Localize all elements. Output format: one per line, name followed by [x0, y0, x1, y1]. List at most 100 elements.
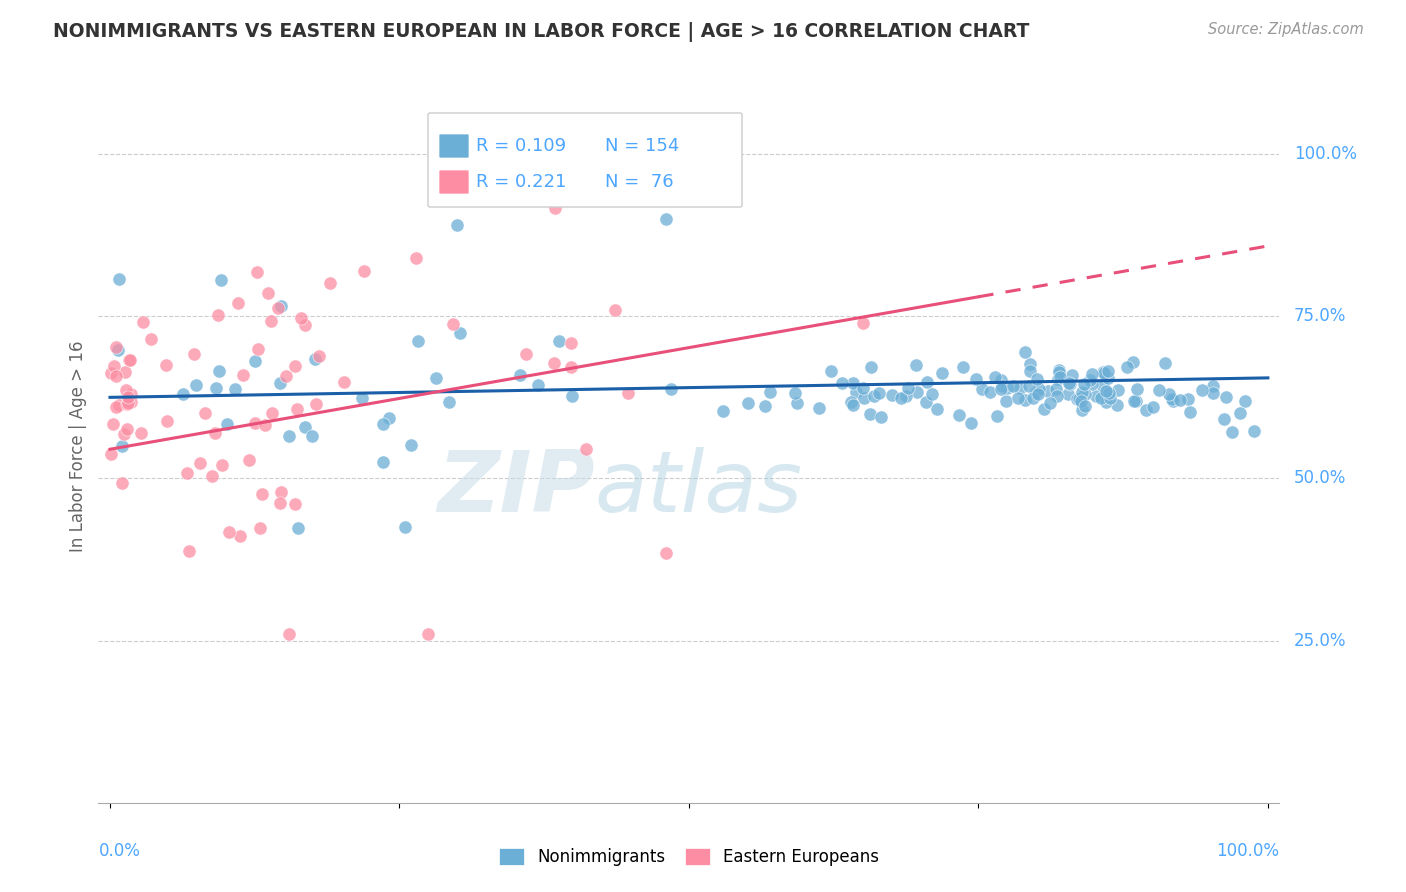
Point	[278, 627, 301, 641]
Point	[925, 402, 948, 417]
Point	[845, 384, 868, 399]
Point	[1092, 366, 1115, 380]
Point	[103, 359, 125, 373]
Point	[115, 397, 138, 411]
Point	[1090, 392, 1112, 406]
Point	[1243, 424, 1265, 438]
Point	[1001, 379, 1024, 393]
Point	[118, 353, 141, 368]
Point	[188, 456, 211, 470]
Point	[276, 369, 298, 384]
Point	[1125, 393, 1147, 408]
Point	[1191, 383, 1213, 397]
FancyBboxPatch shape	[427, 113, 742, 207]
Point	[859, 407, 882, 421]
Point	[905, 384, 928, 399]
Point	[100, 367, 122, 381]
Point	[560, 336, 582, 351]
Point	[1045, 382, 1067, 396]
Point	[287, 521, 309, 535]
Point	[226, 296, 249, 310]
Legend: Nonimmigrants, Eastern Europeans: Nonimmigrants, Eastern Europeans	[492, 841, 886, 873]
Point	[952, 360, 974, 375]
Point	[1161, 392, 1184, 406]
Point	[1062, 368, 1084, 383]
Point	[1095, 395, 1118, 409]
Point	[238, 453, 260, 467]
Point	[1229, 406, 1251, 420]
Text: NONIMMIGRANTS VS EASTERN EUROPEAN IN LABOR FORCE | AGE > 16 CORRELATION CHART: NONIMMIGRANTS VS EASTERN EUROPEAN IN LAB…	[53, 22, 1029, 42]
Text: Source: ZipAtlas.com: Source: ZipAtlas.com	[1208, 22, 1364, 37]
Point	[104, 340, 127, 354]
Point	[783, 386, 806, 401]
Point	[842, 376, 865, 390]
Point	[441, 317, 464, 331]
Point	[1153, 356, 1175, 370]
Point	[229, 529, 252, 543]
Point	[373, 417, 395, 431]
Point	[1008, 381, 1031, 395]
Point	[211, 458, 233, 472]
Point	[294, 420, 316, 434]
Point	[204, 381, 226, 395]
Point	[1178, 405, 1201, 419]
Point	[224, 382, 246, 396]
Point	[1078, 372, 1101, 386]
Point	[995, 381, 1018, 395]
Point	[575, 442, 598, 457]
Point	[1142, 400, 1164, 414]
Point	[1080, 377, 1102, 392]
Point	[114, 365, 136, 379]
Point	[269, 376, 291, 391]
Point	[931, 366, 953, 380]
Point	[527, 378, 550, 392]
Point	[1215, 390, 1237, 404]
Point	[1032, 401, 1054, 416]
Point	[267, 301, 290, 315]
Point	[1161, 393, 1184, 408]
Point	[172, 387, 194, 401]
Point	[425, 371, 447, 385]
Point	[979, 384, 1001, 399]
Point	[986, 409, 1008, 424]
Point	[1147, 384, 1170, 398]
Point	[655, 211, 678, 226]
Point	[1039, 396, 1062, 410]
Point	[1018, 378, 1040, 392]
Point	[1071, 402, 1094, 417]
Text: 75.0%: 75.0%	[1294, 307, 1346, 326]
Point	[132, 315, 155, 329]
Point	[277, 428, 299, 442]
Point	[284, 359, 307, 373]
Point	[446, 219, 468, 233]
Point	[852, 316, 875, 330]
Text: R = 0.109: R = 0.109	[477, 137, 567, 155]
Point	[1028, 382, 1050, 396]
Point	[965, 372, 987, 386]
Point	[1014, 392, 1036, 407]
Point	[852, 391, 875, 405]
Point	[437, 394, 460, 409]
Text: R = 0.221: R = 0.221	[477, 173, 567, 191]
Point	[308, 349, 330, 363]
Point	[139, 332, 162, 346]
Point	[870, 409, 893, 424]
Point	[100, 447, 122, 461]
Point	[201, 468, 224, 483]
Point	[1007, 392, 1029, 406]
Point	[1073, 399, 1095, 413]
Point	[1202, 378, 1225, 392]
Point	[1107, 384, 1129, 398]
Point	[852, 381, 875, 395]
Point	[990, 373, 1012, 387]
Point	[882, 388, 904, 402]
Point	[1046, 372, 1069, 386]
Point	[1105, 398, 1128, 412]
Point	[1122, 354, 1144, 368]
Point	[868, 385, 890, 400]
Point	[1177, 392, 1199, 406]
Point	[115, 383, 138, 397]
Point	[209, 273, 232, 287]
Point	[1098, 385, 1121, 400]
Point	[284, 497, 307, 511]
